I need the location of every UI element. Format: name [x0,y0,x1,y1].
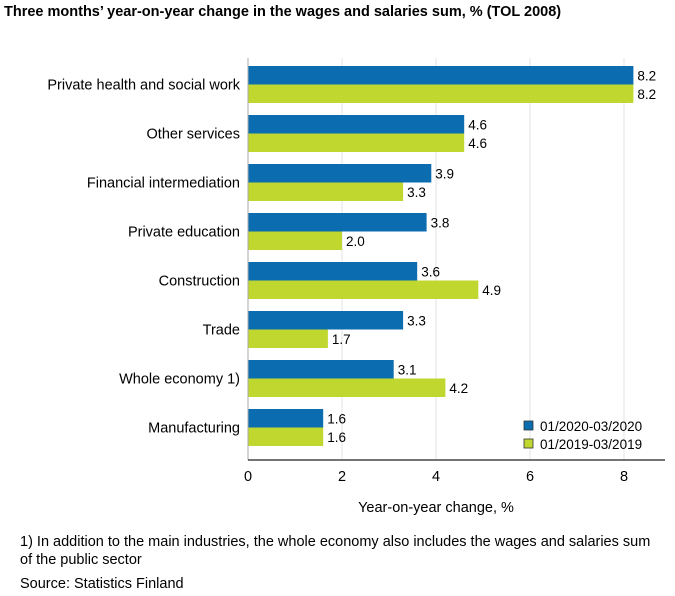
category-label: Private health and social work [47,78,240,94]
bar [248,66,634,85]
x-tick-label: 8 [620,469,628,485]
data-label: 8.2 [637,69,656,84]
x-tick-label: 6 [526,469,534,485]
legend-swatch [523,420,534,431]
bar [248,360,394,379]
bar-chart: 0 2 4 6 8 Private health and social work 8.2 8.… [47,58,665,516]
bar [248,133,465,152]
data-label: 8.2 [637,87,656,102]
bar [248,311,404,330]
bar [248,378,446,397]
legend-swatch [523,438,534,449]
category-label: Manufacturing [148,421,240,437]
legend-label: 01/2020-03/2020 [540,419,642,434]
category-label: Financial intermediation [87,176,240,192]
data-label: 1.7 [332,332,351,347]
bar [248,409,324,428]
bar [248,231,342,250]
data-label: 4.6 [468,136,487,151]
bar [248,262,418,281]
data-label: 4.6 [468,118,487,133]
footnote: 1) In addition to the main industries, t… [20,534,651,568]
source: Source: Statistics Finland [20,576,184,592]
x-tick-label: 0 [244,469,252,485]
data-label: 2.0 [346,234,365,249]
bar [248,182,404,201]
bar [248,84,634,103]
category-label: Construction [159,274,240,290]
data-label: 1.6 [327,430,346,445]
data-label: 3.3 [407,314,426,329]
bar [248,280,479,299]
category-label: Private education [128,225,240,241]
x-tick-label: 2 [338,469,346,485]
data-label: 3.8 [431,216,450,231]
category-label: Other services [147,127,240,143]
bar [248,115,465,134]
x-axis-label: Year-on-year change, % [358,500,514,516]
data-label: 4.9 [482,283,501,298]
bar [248,213,427,232]
data-label: 3.6 [421,265,440,280]
bar [248,164,432,183]
data-label: 3.9 [435,167,454,182]
x-tick-label: 4 [432,469,440,485]
bar [248,427,324,446]
data-label: 4.2 [449,381,468,396]
legend-label: 01/2019-03/2019 [540,437,642,452]
data-label: 1.6 [327,412,346,427]
bar [248,329,328,348]
chart-title: Three months’ year-on-year change in the… [4,4,562,20]
data-label: 3.1 [398,363,417,378]
category-label: Trade [203,323,240,339]
category-label: Whole economy 1) [119,372,240,388]
data-label: 3.3 [407,185,426,200]
